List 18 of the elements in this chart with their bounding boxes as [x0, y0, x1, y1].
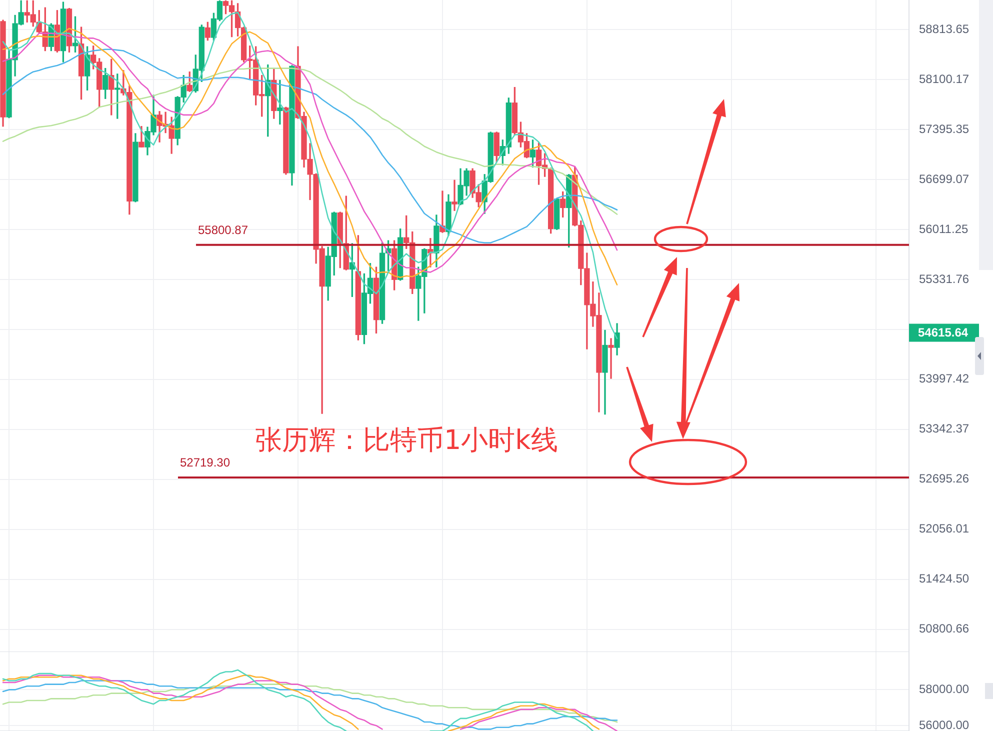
y-tick-label: 52695.26	[919, 472, 970, 486]
y-tick-label: 57395.35	[919, 122, 970, 136]
y-tick-label: 55331.76	[919, 272, 970, 286]
y-tick-label: 58000.00	[919, 682, 970, 696]
ref-line-label: 52719.30	[180, 456, 230, 470]
y-tick-label: 52056.01	[919, 522, 970, 536]
y-tick-label: 51424.50	[919, 572, 970, 586]
y-tick-label: 58813.65	[919, 22, 970, 36]
y-tick-label: 56699.07	[919, 172, 970, 186]
y-tick-label: 56000.00	[919, 718, 970, 731]
y-tick-label: 56011.25	[919, 222, 968, 236]
y-tick-label: 50800.66	[919, 622, 970, 636]
y-tick-label: 53997.42	[919, 372, 970, 386]
ref-line-label: 55800.87	[198, 222, 248, 237]
y-tick-label: 53342.37	[919, 422, 970, 436]
y-tick-label: 58100.17	[919, 72, 970, 86]
text: 54615.64	[918, 326, 968, 340]
text: 张历辉：比特币1小时k线	[255, 425, 558, 456]
